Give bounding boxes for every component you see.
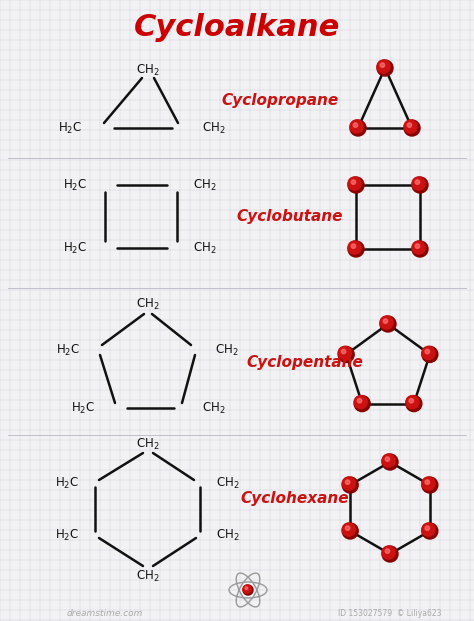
Circle shape <box>385 457 390 461</box>
Circle shape <box>422 477 435 490</box>
Text: CH$_2$: CH$_2$ <box>136 63 160 78</box>
Circle shape <box>409 399 413 403</box>
Circle shape <box>354 396 370 412</box>
Text: Cycloalkane: Cycloalkane <box>134 14 340 42</box>
Text: CH$_2$: CH$_2$ <box>216 527 239 543</box>
Circle shape <box>348 241 364 257</box>
Circle shape <box>422 347 435 360</box>
Text: Cyclobutane: Cyclobutane <box>237 209 343 225</box>
Text: CH$_2$: CH$_2$ <box>136 437 160 451</box>
Circle shape <box>385 549 390 553</box>
Circle shape <box>348 177 364 193</box>
Circle shape <box>382 546 398 562</box>
Circle shape <box>422 477 438 493</box>
Circle shape <box>243 585 253 595</box>
Circle shape <box>342 523 356 536</box>
Circle shape <box>377 60 393 76</box>
Circle shape <box>404 120 420 136</box>
Text: CH$_2$: CH$_2$ <box>193 240 217 256</box>
Circle shape <box>353 123 358 127</box>
Text: ID 153027579  © Liliya623: ID 153027579 © Liliya623 <box>338 609 442 619</box>
Circle shape <box>412 241 428 257</box>
Text: H$_2$C: H$_2$C <box>55 476 79 491</box>
Circle shape <box>348 241 361 254</box>
Circle shape <box>342 477 358 493</box>
Text: CH$_2$: CH$_2$ <box>216 476 239 491</box>
Text: H$_2$C: H$_2$C <box>55 527 79 543</box>
Circle shape <box>380 316 393 329</box>
Circle shape <box>342 477 356 490</box>
Circle shape <box>245 587 248 589</box>
Circle shape <box>351 180 356 184</box>
Text: H$_2$C: H$_2$C <box>63 240 87 256</box>
Text: CH$_2$: CH$_2$ <box>136 568 160 584</box>
Circle shape <box>422 347 438 363</box>
Circle shape <box>338 347 351 360</box>
Circle shape <box>415 244 419 248</box>
Circle shape <box>425 480 429 484</box>
Text: Cyclohexane: Cyclohexane <box>241 491 349 505</box>
Text: H$_2$C: H$_2$C <box>63 178 87 193</box>
Circle shape <box>342 523 358 539</box>
Circle shape <box>341 349 346 354</box>
Circle shape <box>380 63 385 67</box>
Text: H$_2$C: H$_2$C <box>58 120 82 135</box>
Circle shape <box>348 177 361 190</box>
Circle shape <box>422 523 435 536</box>
Text: CH$_2$: CH$_2$ <box>136 296 160 312</box>
Circle shape <box>415 180 419 184</box>
Circle shape <box>243 585 251 593</box>
Circle shape <box>406 396 419 409</box>
Circle shape <box>354 396 367 409</box>
Circle shape <box>425 526 429 530</box>
Circle shape <box>383 319 388 324</box>
Text: Cyclopentane: Cyclopentane <box>246 355 364 369</box>
Circle shape <box>412 177 428 193</box>
Circle shape <box>350 120 366 136</box>
Circle shape <box>357 399 362 403</box>
Text: CH$_2$: CH$_2$ <box>202 401 226 415</box>
Circle shape <box>351 244 356 248</box>
Circle shape <box>412 241 425 254</box>
Circle shape <box>338 347 354 363</box>
Text: dreamstime.com: dreamstime.com <box>67 609 143 619</box>
Circle shape <box>406 396 422 412</box>
Circle shape <box>380 316 396 332</box>
Circle shape <box>382 454 398 470</box>
Circle shape <box>422 523 438 539</box>
Circle shape <box>346 480 350 484</box>
Circle shape <box>382 454 395 467</box>
Circle shape <box>425 349 429 354</box>
Text: CH$_2$: CH$_2$ <box>193 178 217 193</box>
Circle shape <box>350 120 363 133</box>
Text: CH$_2$: CH$_2$ <box>202 120 226 135</box>
Circle shape <box>346 526 350 530</box>
Text: H$_2$C: H$_2$C <box>56 342 80 358</box>
Circle shape <box>382 546 395 559</box>
Text: CH$_2$: CH$_2$ <box>215 342 238 358</box>
Circle shape <box>407 123 412 127</box>
Circle shape <box>377 60 390 73</box>
Circle shape <box>404 120 417 133</box>
Circle shape <box>412 177 425 190</box>
Text: Cyclopropane: Cyclopropane <box>221 93 338 107</box>
Text: H$_2$C: H$_2$C <box>71 401 95 415</box>
